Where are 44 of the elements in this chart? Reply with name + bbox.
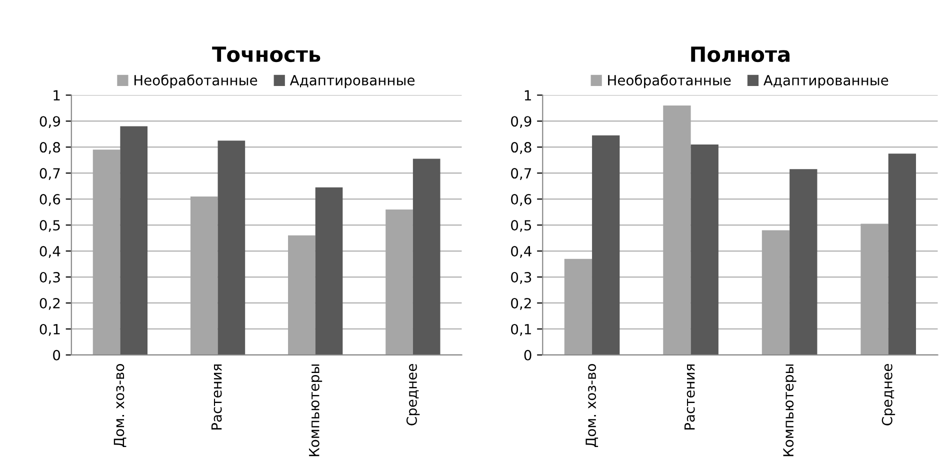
y-tick-label: 0,4 <box>511 246 532 258</box>
bar <box>888 154 916 355</box>
bar <box>412 158 440 355</box>
y-tick-label: 0,2 <box>40 298 60 310</box>
bar <box>690 144 718 355</box>
y-tick-label: 1 <box>524 90 531 100</box>
legend-label: Адаптированные <box>764 75 888 88</box>
y-tick-label: 0,8 <box>40 142 60 154</box>
legend-label: Необработанные <box>134 74 258 88</box>
x-tick-label: Дом. хоз-во <box>586 364 598 448</box>
y-tick-label: 0,8 <box>511 142 532 154</box>
x-tick-label: Растения <box>684 364 695 430</box>
y-tick-label: 0,7 <box>511 168 532 180</box>
x-tick-label: Дом. хоз-во <box>114 364 126 448</box>
y-tick-label: 0,6 <box>511 194 532 206</box>
y-tick-label: 1 <box>54 90 60 100</box>
y-tick-label: 0,3 <box>40 272 60 284</box>
y-tick-label: 0,6 <box>40 194 60 206</box>
x-tick-label: Растения <box>211 364 222 430</box>
bar <box>592 135 620 355</box>
y-tick-label: 0,7 <box>40 168 60 180</box>
y-tick-label: 0,5 <box>40 220 60 232</box>
y-tick-label: 0,1 <box>511 324 531 336</box>
y-tick-label: 0,2 <box>511 298 531 310</box>
bar <box>315 187 343 355</box>
y-tick-label: 0,4 <box>40 246 60 258</box>
y-tick-label: 0,5 <box>511 220 532 232</box>
chart-title: Полнота <box>691 46 790 62</box>
chart-title: Точность <box>212 46 320 62</box>
x-tick-label: Среднее <box>882 364 896 426</box>
bar <box>120 126 148 355</box>
legend-label: Адаптированные <box>290 75 415 88</box>
bar <box>790 169 818 355</box>
y-tick-label: 0 <box>524 350 532 360</box>
legend-label: Необработанные <box>608 74 731 88</box>
y-tick-label: 0,9 <box>511 116 532 128</box>
x-tick-label: Компьютеры <box>309 364 322 456</box>
y-tick-label: 0 <box>53 350 60 360</box>
x-tick-label: Среднее <box>406 364 420 426</box>
y-tick-label: 0,3 <box>511 272 532 284</box>
x-tick-label: Компьютеры <box>783 364 796 456</box>
y-tick-label: 0,1 <box>40 324 60 336</box>
y-tick-label: 0,9 <box>40 116 60 128</box>
bar <box>218 140 246 355</box>
